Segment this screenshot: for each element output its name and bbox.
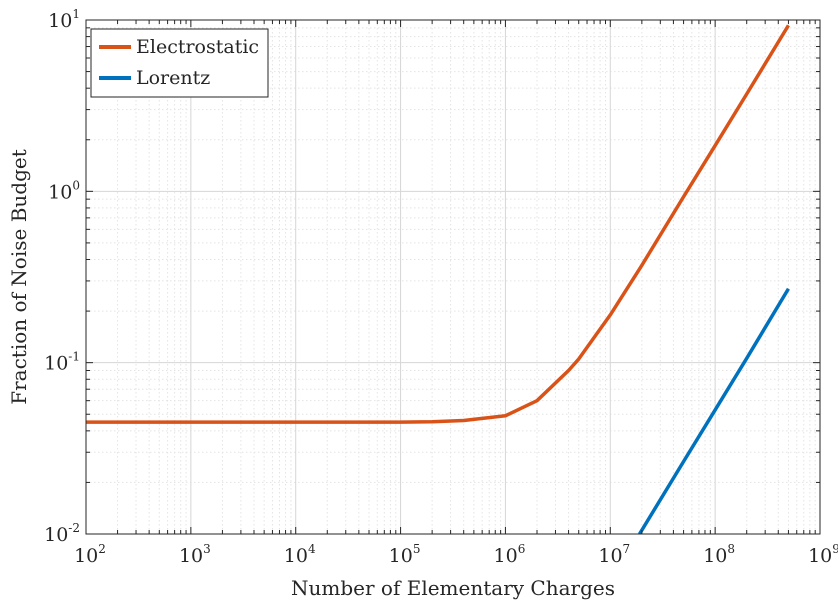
- x-axis-label: Number of Elementary Charges: [291, 576, 615, 600]
- x-tick-label: 102: [74, 542, 106, 567]
- x-tick-label: 109: [808, 542, 838, 567]
- x-tick-label: 108: [703, 542, 735, 567]
- plot-frame: [85, 19, 821, 535]
- tick-marks: [85, 19, 821, 535]
- y-axis-label: Fraction of Noise Budget: [7, 149, 31, 405]
- series-line-lorentz: [638, 287, 790, 534]
- legend-label-lorentz: Lorentz: [136, 67, 210, 89]
- legend-box: [90, 28, 269, 98]
- series-line-electrostatic: [86, 24, 790, 424]
- minor-grid: [86, 20, 820, 534]
- series-layer: [86, 24, 790, 534]
- x-tick-label: 104: [284, 542, 316, 567]
- y-tick-labels: 10-2 10-1 100 101: [44, 7, 80, 546]
- y-tick-label: 100: [48, 178, 80, 203]
- y-tick-label: 101: [48, 7, 80, 32]
- y-tick-label: 10-1: [44, 350, 80, 375]
- x-tick-labels: 102 103 104 105 106 107 108 109: [74, 542, 838, 567]
- y-tick-label: 10-2: [44, 521, 80, 546]
- legend: Electrostatic Lorentz: [90, 28, 269, 98]
- legend-label-electrostatic: Electrostatic: [136, 36, 259, 58]
- x-tick-label: 103: [179, 542, 211, 567]
- x-tick-label: 106: [494, 542, 526, 567]
- x-tick-label: 107: [598, 542, 630, 567]
- x-tick-label: 105: [389, 542, 421, 567]
